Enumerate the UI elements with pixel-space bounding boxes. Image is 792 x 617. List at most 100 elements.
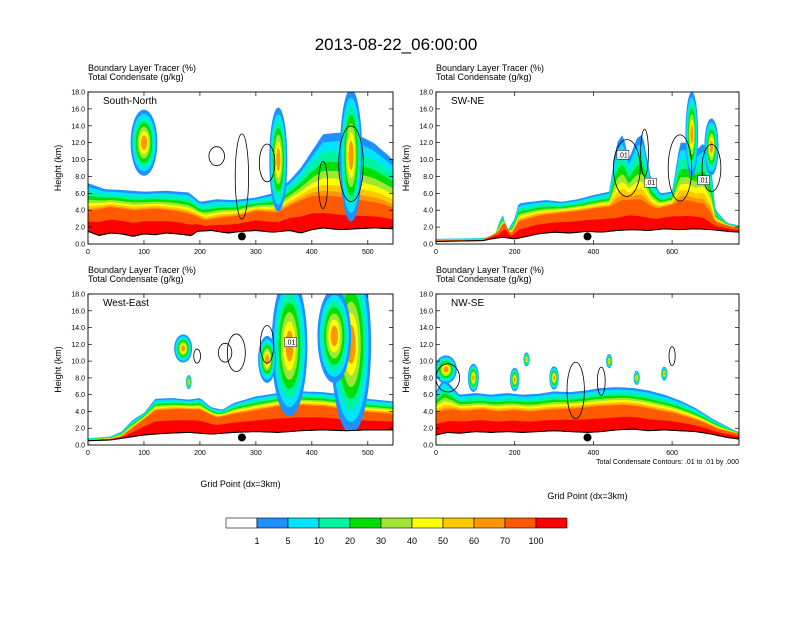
color-legend: 1 5 10 20 30 40 50 60 70 100 [225, 517, 568, 546]
x-tick-label: 300 [250, 249, 262, 256]
location-marker [583, 433, 592, 442]
cloud-blob-2-level-7 [709, 140, 714, 154]
legend-swatch-6 [380, 517, 413, 529]
condensate-contour-2 [193, 348, 201, 364]
y-tick-label: 6.0 [75, 191, 85, 198]
panel-we: Boundary Layer Tracer (%)Total Condensat… [53, 265, 394, 489]
panel-plot-area [88, 92, 393, 244]
legend-level-label: 40 [407, 536, 417, 546]
legend-level-label: 30 [376, 536, 386, 546]
y-tick-label: 6.0 [75, 392, 85, 399]
y-tick-label: 6.0 [423, 191, 433, 198]
x-tick-label: 0 [434, 249, 438, 256]
legend-level-label: 20 [345, 536, 355, 546]
contour-label-2: .01 [646, 180, 656, 187]
location-marker [237, 232, 246, 241]
y-axis-label: Height (km) [401, 346, 411, 393]
condensate-contour-3 [258, 143, 276, 183]
panel-subtitle-tracer: Boundary Layer Tracer (%) [88, 265, 196, 275]
panel-subtitle-condensate: Total Condensate (g/kg) [88, 72, 184, 82]
y-tick-label: 4.0 [75, 208, 85, 215]
x-tick-label: 200 [194, 249, 206, 256]
cloud-blob-1-level-7 [443, 366, 449, 373]
legend-swatch-11 [535, 517, 568, 529]
panel-frame [435, 91, 740, 245]
y-tick-label: 6.0 [423, 392, 433, 399]
panel-label: NW-SE [451, 298, 484, 309]
y-tick-label: 10.0 [71, 157, 85, 164]
y-tick-label: 4.0 [423, 208, 433, 215]
condensate-contour-1 [566, 361, 585, 420]
cloud-blob-3-level-7 [513, 376, 516, 383]
y-tick-label: 4.0 [75, 409, 85, 416]
y-tick-label: 2.0 [75, 225, 85, 232]
y-tick-label: 8.0 [75, 174, 85, 181]
x-tick-label: 500 [362, 249, 374, 256]
condensate-contour-4 [338, 125, 364, 202]
panel-nwse: Boundary Layer Tracer (%)Total Condensat… [401, 265, 740, 501]
x-tick-label: 100 [138, 450, 150, 457]
legend-swatch-4 [318, 517, 351, 529]
contour-label-box-3 [697, 175, 710, 185]
y-tick-label: 18.0 [419, 90, 433, 97]
y-tick-label: 14.0 [71, 123, 85, 130]
panel-label: SW-NE [451, 96, 484, 107]
cloud-blob-2-level-7 [276, 148, 281, 171]
y-tick-label: 16.0 [419, 106, 433, 113]
contour-label-box-1 [616, 150, 630, 160]
y-axis-label: Height (km) [53, 346, 63, 393]
y-tick-label: 2.0 [423, 225, 433, 232]
condensate-contour-2 [234, 133, 249, 220]
panel-swne: Boundary Layer Tracer (%)Total Condensat… [401, 63, 740, 256]
figure-title: 2013-08-22_06:00:00 [315, 35, 478, 54]
y-tick-label: 8.0 [75, 375, 85, 382]
terrain-line [88, 429, 393, 442]
legend-swatch-3 [287, 517, 320, 529]
legend-level-label: 50 [438, 536, 448, 546]
x-axis-label: Grid Point (dx=3km) [200, 479, 280, 489]
condensate-contour-1 [640, 128, 649, 177]
condensate-contour-2 [596, 366, 606, 396]
legend-swatch-7 [411, 517, 444, 529]
x-tick-label: 0 [434, 450, 438, 457]
x-tick-label: 200 [509, 450, 521, 457]
cloud-blob-4-level-7 [265, 354, 270, 365]
terrain-line [88, 227, 393, 237]
x-tick-label: 400 [306, 249, 318, 256]
plume-core [88, 213, 393, 237]
plume-core [436, 215, 739, 242]
legend-level-label: 60 [469, 536, 479, 546]
y-axis-label: Height (km) [53, 145, 63, 192]
y-tick-label: 8.0 [423, 375, 433, 382]
y-tick-label: 16.0 [71, 308, 85, 315]
condensate-contour-3 [667, 134, 693, 202]
y-tick-label: 0.0 [423, 242, 433, 249]
y-tick-label: 12.0 [419, 140, 433, 147]
contour-label-box-1 [284, 337, 297, 347]
panel-frame [87, 91, 394, 245]
y-tick-label: 12.0 [71, 342, 85, 349]
x-tick-label: 0 [86, 450, 90, 457]
x-tick-label: 0 [86, 249, 90, 256]
y-tick-label: 14.0 [419, 123, 433, 130]
x-axis-label: Grid Point (dx=3km) [547, 491, 627, 501]
panel-subtitle-condensate: Total Condensate (g/kg) [88, 274, 184, 284]
panel-subtitle-condensate: Total Condensate (g/kg) [436, 274, 532, 284]
terrain-line [436, 228, 739, 243]
condensate-contour-1 [208, 146, 225, 167]
y-tick-label: 16.0 [419, 308, 433, 315]
x-tick-label: 600 [666, 249, 678, 256]
cloud-blob-7-level-7 [635, 376, 638, 380]
y-tick-label: 10.0 [419, 359, 433, 366]
y-tick-label: 8.0 [423, 174, 433, 181]
condensate-contour-3 [226, 333, 246, 372]
cloud-blob-3-level-7 [348, 140, 354, 170]
cloud-blob-3-level-7 [330, 325, 338, 347]
y-tick-label: 18.0 [419, 292, 433, 299]
panel-plot-area: .01 .01 .01 [436, 92, 739, 244]
legend-swatch-10 [504, 517, 537, 529]
panel-frame [87, 293, 394, 446]
panel-plot-area: .01 [88, 294, 393, 445]
y-tick-label: 18.0 [71, 90, 85, 97]
